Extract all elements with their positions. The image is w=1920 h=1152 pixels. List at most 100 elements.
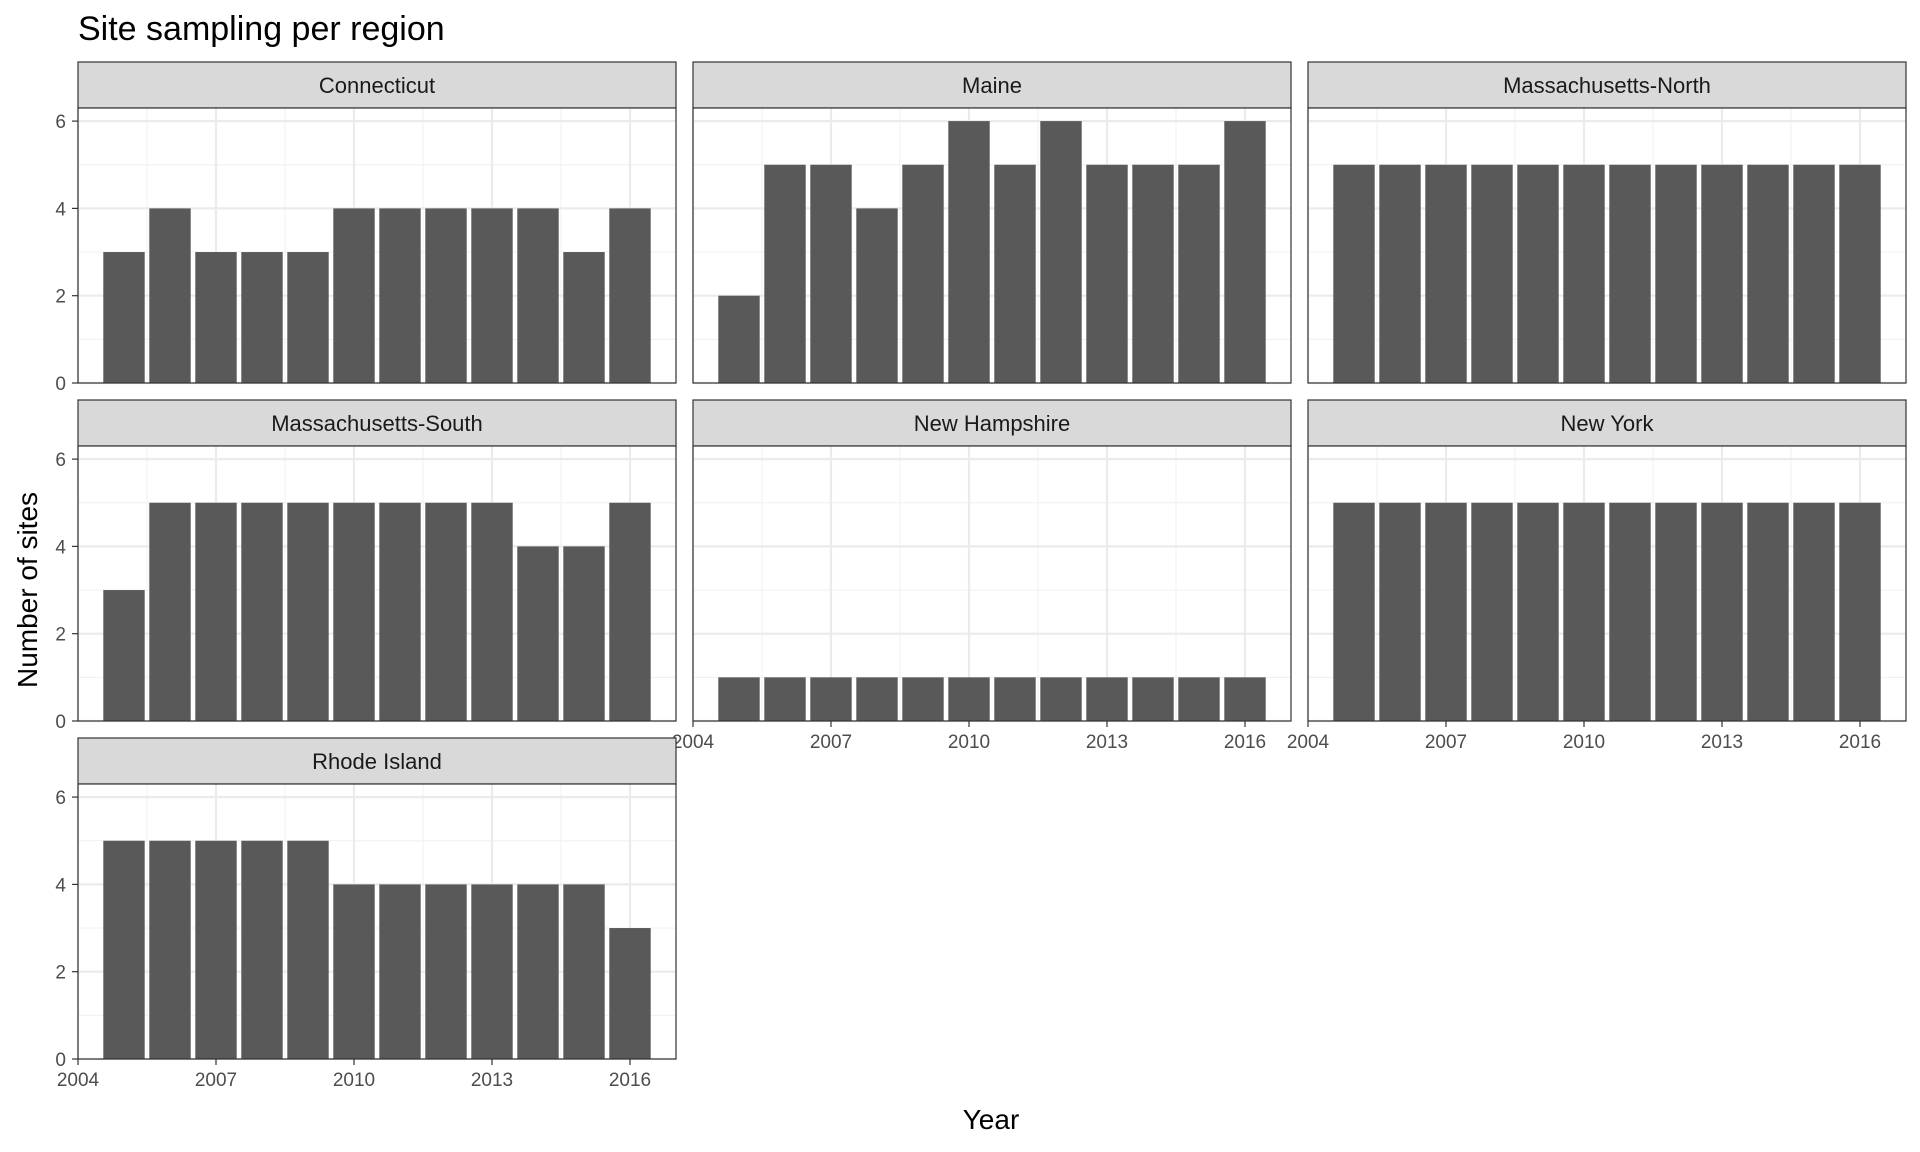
bar	[718, 677, 760, 721]
bar	[609, 502, 651, 721]
bar	[810, 164, 852, 383]
bar	[948, 677, 990, 721]
bar	[1839, 502, 1881, 721]
panel-border	[77, 445, 677, 722]
bar	[1471, 502, 1513, 721]
bar	[810, 677, 852, 721]
bar	[195, 252, 237, 383]
bar	[1132, 164, 1174, 383]
bar	[241, 840, 283, 1059]
panel-maine: Maine	[691, 61, 1292, 385]
x-tick-label: 2007	[1425, 732, 1467, 753]
x-tick-label: 2016	[1839, 732, 1881, 753]
bar	[1379, 164, 1421, 383]
bar	[287, 840, 329, 1059]
y-tick-label: 6	[55, 112, 66, 133]
bar	[1563, 502, 1605, 721]
bar	[333, 208, 375, 383]
bar	[1224, 121, 1266, 383]
bar	[241, 502, 283, 721]
bar	[149, 208, 191, 383]
y-tick-label: 0	[55, 1050, 66, 1071]
y-tick-label: 4	[55, 537, 66, 558]
bar	[1517, 164, 1559, 383]
panel-massachusetts-north: Massachusetts-North	[1306, 61, 1907, 385]
x-tick-label: 2013	[1086, 732, 1128, 753]
bar	[1086, 677, 1128, 721]
bar	[379, 884, 421, 1059]
bar	[1040, 677, 1082, 721]
bar	[1793, 164, 1835, 383]
bar	[1839, 164, 1881, 383]
strip-label: New Hampshire	[914, 411, 1071, 436]
bar	[195, 502, 237, 721]
bar	[1132, 677, 1174, 721]
bar	[1609, 164, 1651, 383]
strip-label: Massachusetts-South	[271, 411, 483, 436]
panel-border	[1307, 107, 1907, 384]
x-tick-label: 2010	[333, 1070, 375, 1091]
bar	[764, 677, 806, 721]
strip-label: Massachusetts-North	[1503, 73, 1711, 98]
y-axis-title: Number of sites	[12, 492, 43, 688]
bar	[856, 677, 898, 721]
panel-border	[692, 445, 1292, 722]
bar	[764, 164, 806, 383]
bar	[517, 208, 559, 383]
chart-title: Site sampling per region	[78, 10, 445, 48]
strip-background	[77, 399, 677, 447]
bar	[1747, 502, 1789, 721]
bar	[1701, 164, 1743, 383]
bar	[902, 677, 944, 721]
plot-background	[693, 446, 1291, 721]
bar	[517, 546, 559, 721]
x-tick-label: 2007	[195, 1070, 237, 1091]
bar	[902, 164, 944, 383]
y-tick-label: 2	[55, 625, 66, 646]
y-tick-label: 2	[55, 287, 66, 308]
bar	[149, 502, 191, 721]
panel-border	[692, 107, 1292, 384]
bar	[287, 252, 329, 383]
bar	[609, 928, 651, 1059]
bar	[718, 295, 760, 383]
x-axis-title: Year	[963, 1104, 1020, 1135]
strip-background	[692, 61, 1292, 109]
bar	[609, 208, 651, 383]
bar	[1609, 502, 1651, 721]
panel-new-hampshire: New Hampshire 2004 2007 2010 2013 2016	[672, 399, 1292, 753]
bar	[1517, 502, 1559, 721]
bar	[379, 208, 421, 383]
strip-background	[692, 399, 1292, 447]
bar	[1747, 164, 1789, 383]
y-tick-label: 6	[55, 450, 66, 471]
panel-connecticut: Connecticut 0 2 4 6	[55, 61, 677, 395]
bar	[1379, 502, 1421, 721]
strip-label: New York	[1561, 411, 1655, 436]
x-tick-label: 2010	[948, 732, 990, 753]
bar	[333, 502, 375, 721]
y-tick-label: 6	[55, 788, 66, 809]
bar	[425, 502, 467, 721]
panel-border	[77, 783, 677, 1060]
bar	[195, 840, 237, 1059]
bar	[149, 840, 191, 1059]
bar	[1425, 502, 1467, 721]
bar	[563, 884, 605, 1059]
y-tick-label: 0	[55, 712, 66, 733]
bar	[1471, 164, 1513, 383]
strip-background	[1307, 61, 1907, 109]
bar	[994, 677, 1036, 721]
x-tick-label: 2004	[1287, 732, 1330, 753]
bar	[1040, 121, 1082, 383]
bar	[471, 884, 513, 1059]
strip-background	[77, 737, 677, 785]
x-tick-label: 2004	[57, 1070, 100, 1091]
bar	[103, 840, 145, 1059]
bar	[471, 502, 513, 721]
x-tick-label: 2004	[672, 732, 715, 753]
bar	[1178, 164, 1220, 383]
x-tick-label: 2010	[1563, 732, 1605, 753]
y-tick-label: 4	[55, 875, 66, 896]
